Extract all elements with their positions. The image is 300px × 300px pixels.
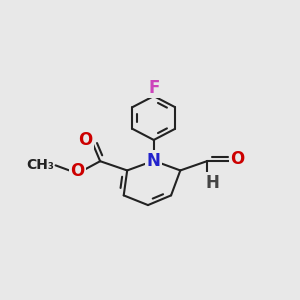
Text: N: N: [147, 152, 161, 170]
Text: O: O: [79, 131, 93, 149]
Text: O: O: [230, 150, 244, 168]
Text: F: F: [148, 79, 159, 97]
Text: H: H: [205, 174, 219, 192]
Text: CH₃: CH₃: [26, 158, 54, 172]
Text: O: O: [70, 162, 85, 180]
